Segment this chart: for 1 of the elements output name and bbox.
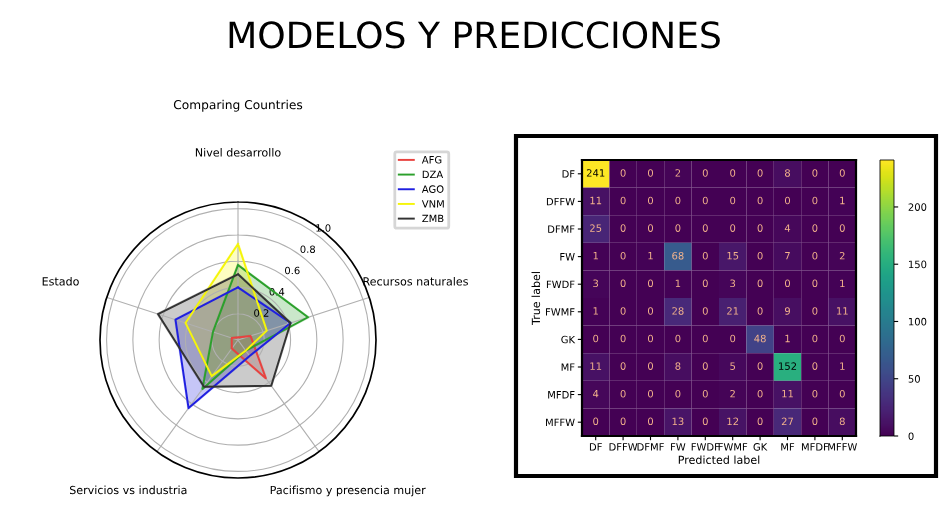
text: MODELOS Y PREDICCIONES bbox=[229, 21, 720, 49]
